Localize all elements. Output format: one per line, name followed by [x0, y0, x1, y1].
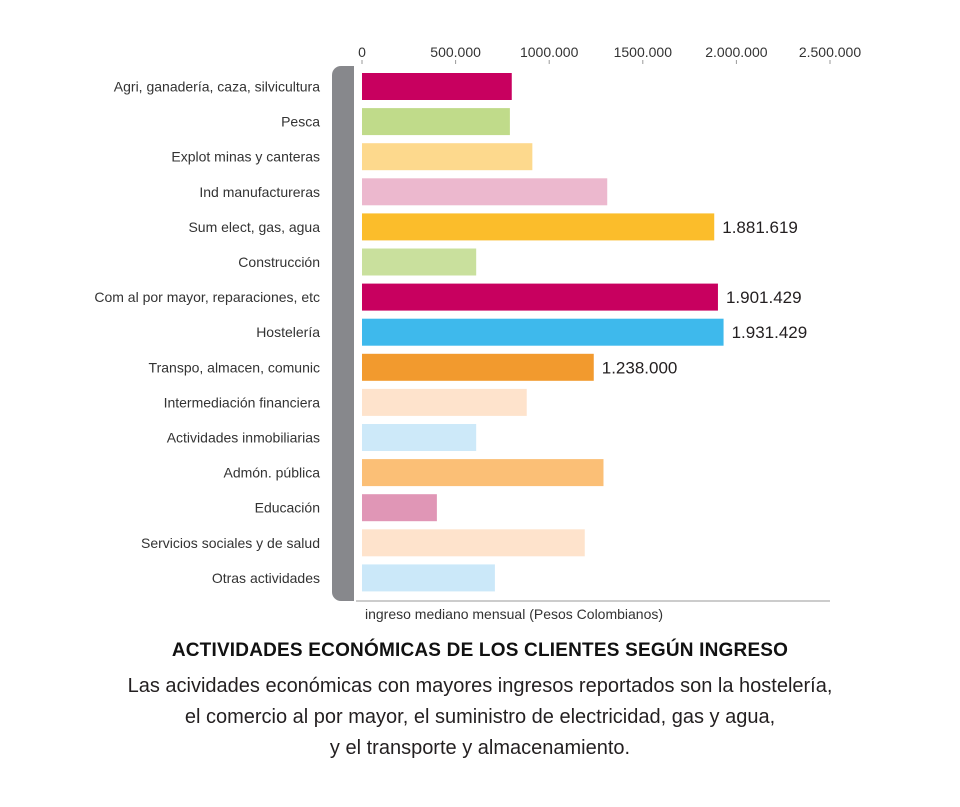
- caption-title: ACTIVIDADES ECONÓMICAS DE LOS CLIENTES S…: [171, 640, 789, 661]
- x-tick-label: 1500.000: [614, 44, 673, 60]
- bar: [362, 353, 594, 381]
- category-label: Transpo, almacen, comunic: [149, 359, 320, 375]
- category-label: Hostelería: [256, 324, 320, 340]
- bar: [362, 143, 533, 171]
- bar: [362, 529, 585, 557]
- category-label: Explot minas y canteras: [171, 149, 320, 165]
- bar-chart: 0 500.000 1000.000 1500.000 2.000.000 2.500.0…: [94, 44, 861, 622]
- category-labels: Agri, ganadería, caza, silvicultura Pesca…: [94, 79, 320, 586]
- bar: [362, 108, 510, 136]
- bars: [362, 73, 724, 592]
- x-tick-label: 2.500.000: [799, 44, 861, 60]
- bar: [362, 283, 718, 311]
- category-label: Servicios sociales y de salud: [141, 535, 320, 551]
- bar: [362, 424, 477, 451]
- bar: [362, 388, 527, 416]
- data-label: 1.931.429: [732, 323, 808, 342]
- bar: [362, 213, 715, 241]
- bar: [362, 564, 495, 592]
- x-tick-label: 0: [358, 44, 366, 60]
- caption-line: y el transporte y almacenamiento.: [329, 737, 631, 759]
- axis-bracket-edge: [344, 66, 354, 601]
- category-label: Sum elect, gas, agua: [188, 219, 320, 235]
- bar: [362, 318, 724, 346]
- y-axis-bracket: [332, 66, 354, 601]
- category-label: Ind manufactureras: [199, 184, 320, 200]
- category-label: Com al por mayor, reparaciones, etc: [94, 289, 320, 305]
- bar: [362, 459, 604, 487]
- bar: [362, 248, 477, 276]
- caption-line: Las acividades económicas con mayores in…: [127, 675, 833, 697]
- bar: [362, 494, 437, 522]
- x-tick-label: 500.000: [430, 44, 481, 60]
- bar: [362, 73, 512, 100]
- bar: [362, 178, 608, 206]
- x-axis-ticks: 0 500.000 1000.000 1500.000 2.000.000 2.500.0…: [358, 44, 861, 64]
- caption-line: el comercio al por mayor, el suministro …: [184, 706, 776, 728]
- category-label: Educación: [255, 500, 320, 516]
- value-labels: 1.881.619 1.901.429 1.931.429 1.238.000: [602, 218, 807, 377]
- category-label: Intermediación financiera: [164, 394, 321, 410]
- category-label: Construcción: [238, 254, 320, 270]
- category-label: Admón. pública: [223, 465, 320, 481]
- data-label: 1.881.619: [722, 218, 798, 237]
- data-label: 1.238.000: [602, 358, 678, 377]
- x-tick-label: 2.000.000: [705, 44, 767, 60]
- category-label: Pesca: [281, 114, 320, 130]
- category-label: Actividades inmobiliarias: [167, 430, 320, 446]
- x-tick-label: 1000.000: [520, 44, 579, 60]
- category-label: Otras actividades: [212, 570, 320, 586]
- data-label: 1.901.429: [726, 288, 802, 307]
- caption-body: Las acividades económicas con mayores in…: [0, 671, 960, 764]
- category-label: Agri, ganadería, caza, silvicultura: [114, 79, 320, 95]
- x-axis-title: ingreso mediano mensual (Pesos Colombian…: [365, 606, 663, 622]
